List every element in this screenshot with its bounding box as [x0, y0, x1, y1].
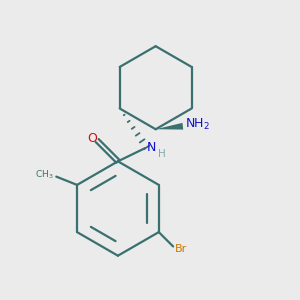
Text: Br: Br — [175, 244, 187, 254]
Text: CH$_3$: CH$_3$ — [34, 169, 53, 182]
Text: N: N — [147, 141, 156, 154]
Text: NH$_2$: NH$_2$ — [185, 117, 210, 132]
Text: O: O — [88, 132, 98, 145]
Polygon shape — [156, 123, 183, 130]
Text: H: H — [158, 149, 165, 159]
